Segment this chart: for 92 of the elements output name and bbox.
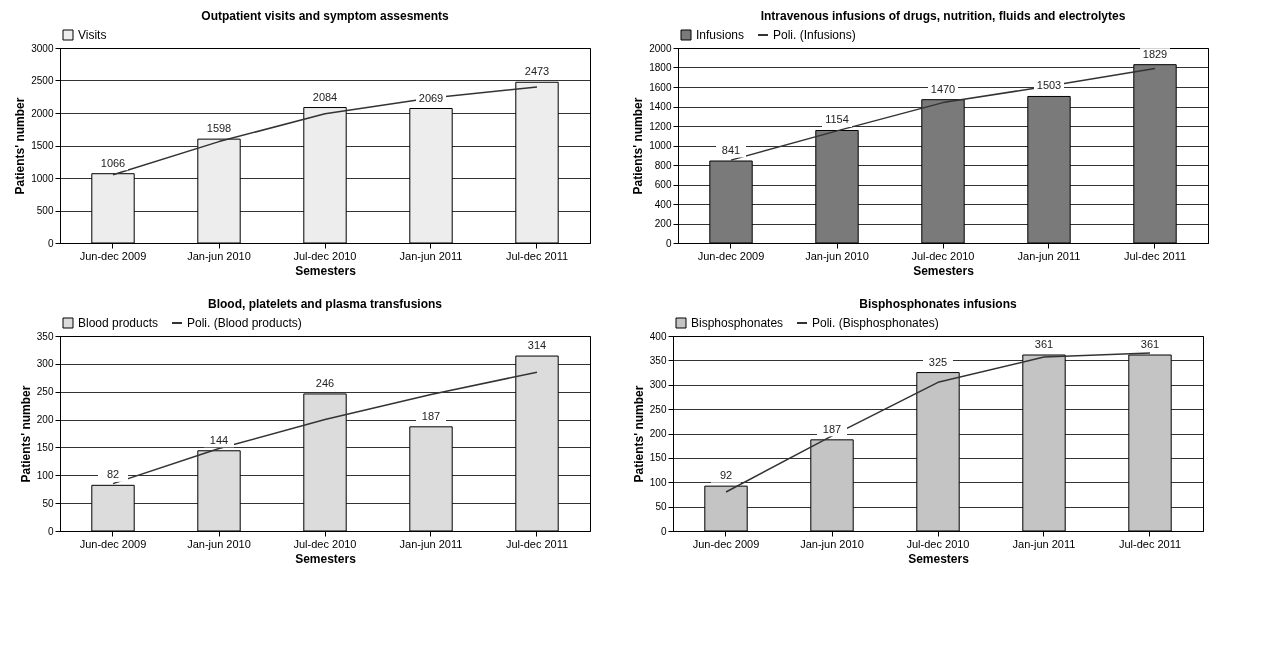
legend-label: Visits xyxy=(78,28,107,42)
x-tick-label: Jan-jun 2010 xyxy=(187,249,251,262)
x-tick-label: Jan-jun 2011 xyxy=(1017,249,1081,262)
chart-title: Bisphosphonates infusions xyxy=(859,297,1017,311)
y-tick-label: 2500 xyxy=(31,75,54,86)
legend-label: Blood products xyxy=(78,316,159,330)
x-tick-label: Jul-dec 2011 xyxy=(505,249,569,262)
x-tick-label: Jan-jun 2010 xyxy=(805,249,869,262)
data-label: 246 xyxy=(315,376,335,389)
x-tick-label: Jan-jun 2010 xyxy=(187,537,251,550)
x-tick-label: Jul-dec 2011 xyxy=(1118,537,1182,550)
data-label: 325 xyxy=(928,355,948,368)
y-tick-label: 3000 xyxy=(31,42,54,54)
x-tick-label: Jun-dec 2009 xyxy=(692,537,760,550)
x-tick-label: Jun-dec 2009 xyxy=(79,537,147,550)
y-tick-label: 300 xyxy=(36,358,54,370)
y-tick-label: 50 xyxy=(42,497,54,509)
y-tick-label: 200 xyxy=(36,414,54,426)
y-tick-label: 600 xyxy=(654,179,672,190)
y-tick-label: 2000 xyxy=(31,107,54,119)
data-label: 314 xyxy=(527,339,547,352)
x-axis-title: Semesters xyxy=(913,263,975,278)
x-tick-label: Jul-dec 2010 xyxy=(906,537,970,550)
data-label: 2473 xyxy=(524,65,550,78)
y-tick-label: 50 xyxy=(655,501,667,513)
y-tick-label: 1400 xyxy=(649,101,672,112)
data-label: 92 xyxy=(719,469,733,482)
y-tick-label: 0 xyxy=(660,525,667,537)
x-tick-label: Jun-dec 2009 xyxy=(697,249,765,262)
x-tick-label: Jan-jun 2011 xyxy=(399,249,463,262)
x-axis-title: Semesters xyxy=(295,263,357,278)
data-label: 361 xyxy=(1034,338,1054,351)
x-tick-label: Jan-jun 2011 xyxy=(399,537,463,550)
legend-label: Infusions xyxy=(696,28,745,42)
y-tick-label: 0 xyxy=(665,237,672,249)
x-axis-title: Semesters xyxy=(908,551,970,566)
x-tick-label: Jul-dec 2011 xyxy=(505,537,569,550)
data-label: 841 xyxy=(721,144,741,156)
legend-label: Bisphosphonates xyxy=(691,316,784,330)
y-tick-label: 1000 xyxy=(649,140,672,151)
y-tick-label: 350 xyxy=(649,354,667,366)
y-tick-label: 2000 xyxy=(649,42,672,54)
data-label: 82 xyxy=(106,468,120,481)
y-tick-label: 100 xyxy=(36,469,54,481)
data-label: 187 xyxy=(421,409,441,422)
x-tick-label: Jul-dec 2010 xyxy=(293,537,357,550)
x-axis-title: Semesters xyxy=(295,551,357,566)
y-tick-label: 0 xyxy=(47,237,54,249)
y-axis-title: Patients' number xyxy=(18,385,33,483)
x-tick-label: Jun-dec 2009 xyxy=(79,249,147,262)
data-label: 1598 xyxy=(206,122,232,135)
y-tick-label: 150 xyxy=(649,452,667,464)
y-tick-label: 400 xyxy=(654,198,672,210)
chart-title: Blood, platelets and plasma transfusions xyxy=(207,297,443,311)
y-tick-label: 800 xyxy=(654,159,672,171)
legend-label: Poli. (Blood products) xyxy=(187,316,302,330)
legend-label: Poli. (Bisphosphonates) xyxy=(812,316,939,330)
data-label: 144 xyxy=(209,433,229,446)
y-axis-title: Patients' number xyxy=(631,385,646,483)
y-tick-label: 500 xyxy=(36,205,54,216)
legend-label: Poli. (Infusions) xyxy=(773,28,856,42)
y-tick-label: 250 xyxy=(649,403,667,415)
x-tick-label: Jan-jun 2011 xyxy=(1012,537,1076,550)
x-tick-label: Jan-jun 2010 xyxy=(800,537,864,550)
chart-title: Outpatient visits and symptom assesments xyxy=(201,9,450,23)
y-tick-label: 0 xyxy=(47,525,54,537)
y-axis-title: Patients' number xyxy=(13,97,28,195)
y-tick-label: 250 xyxy=(36,386,54,398)
data-label: 2084 xyxy=(312,90,338,103)
data-label: 361 xyxy=(1140,338,1160,351)
data-label: 1829 xyxy=(1142,47,1168,60)
x-tick-label: Jul-dec 2010 xyxy=(293,249,357,262)
y-tick-label: 350 xyxy=(36,330,54,342)
y-tick-label: 1000 xyxy=(31,172,54,184)
chart-title: Intravenous infusions of drugs, nutrition, fluids and electrolytes xyxy=(760,9,1126,23)
data-label: 1066 xyxy=(100,156,126,169)
x-tick-label: Jul-dec 2011 xyxy=(1123,249,1187,262)
y-tick-label: 100 xyxy=(649,476,667,488)
data-label: 1154 xyxy=(825,113,849,126)
y-tick-label: 1800 xyxy=(649,62,672,73)
x-tick-label: Jul-dec 2010 xyxy=(911,249,975,262)
y-tick-label: 150 xyxy=(36,441,54,453)
y-tick-label: 200 xyxy=(649,428,667,439)
y-tick-label: 200 xyxy=(654,218,672,229)
y-tick-label: 1200 xyxy=(649,120,672,132)
y-tick-label: 1500 xyxy=(31,140,54,151)
y-tick-label: 300 xyxy=(649,379,667,391)
y-axis-title: Patients' number xyxy=(631,97,646,195)
data-label: 187 xyxy=(822,422,842,435)
y-tick-label: 1600 xyxy=(649,81,672,93)
data-label: 1470 xyxy=(930,82,956,95)
y-tick-label: 400 xyxy=(649,330,667,342)
